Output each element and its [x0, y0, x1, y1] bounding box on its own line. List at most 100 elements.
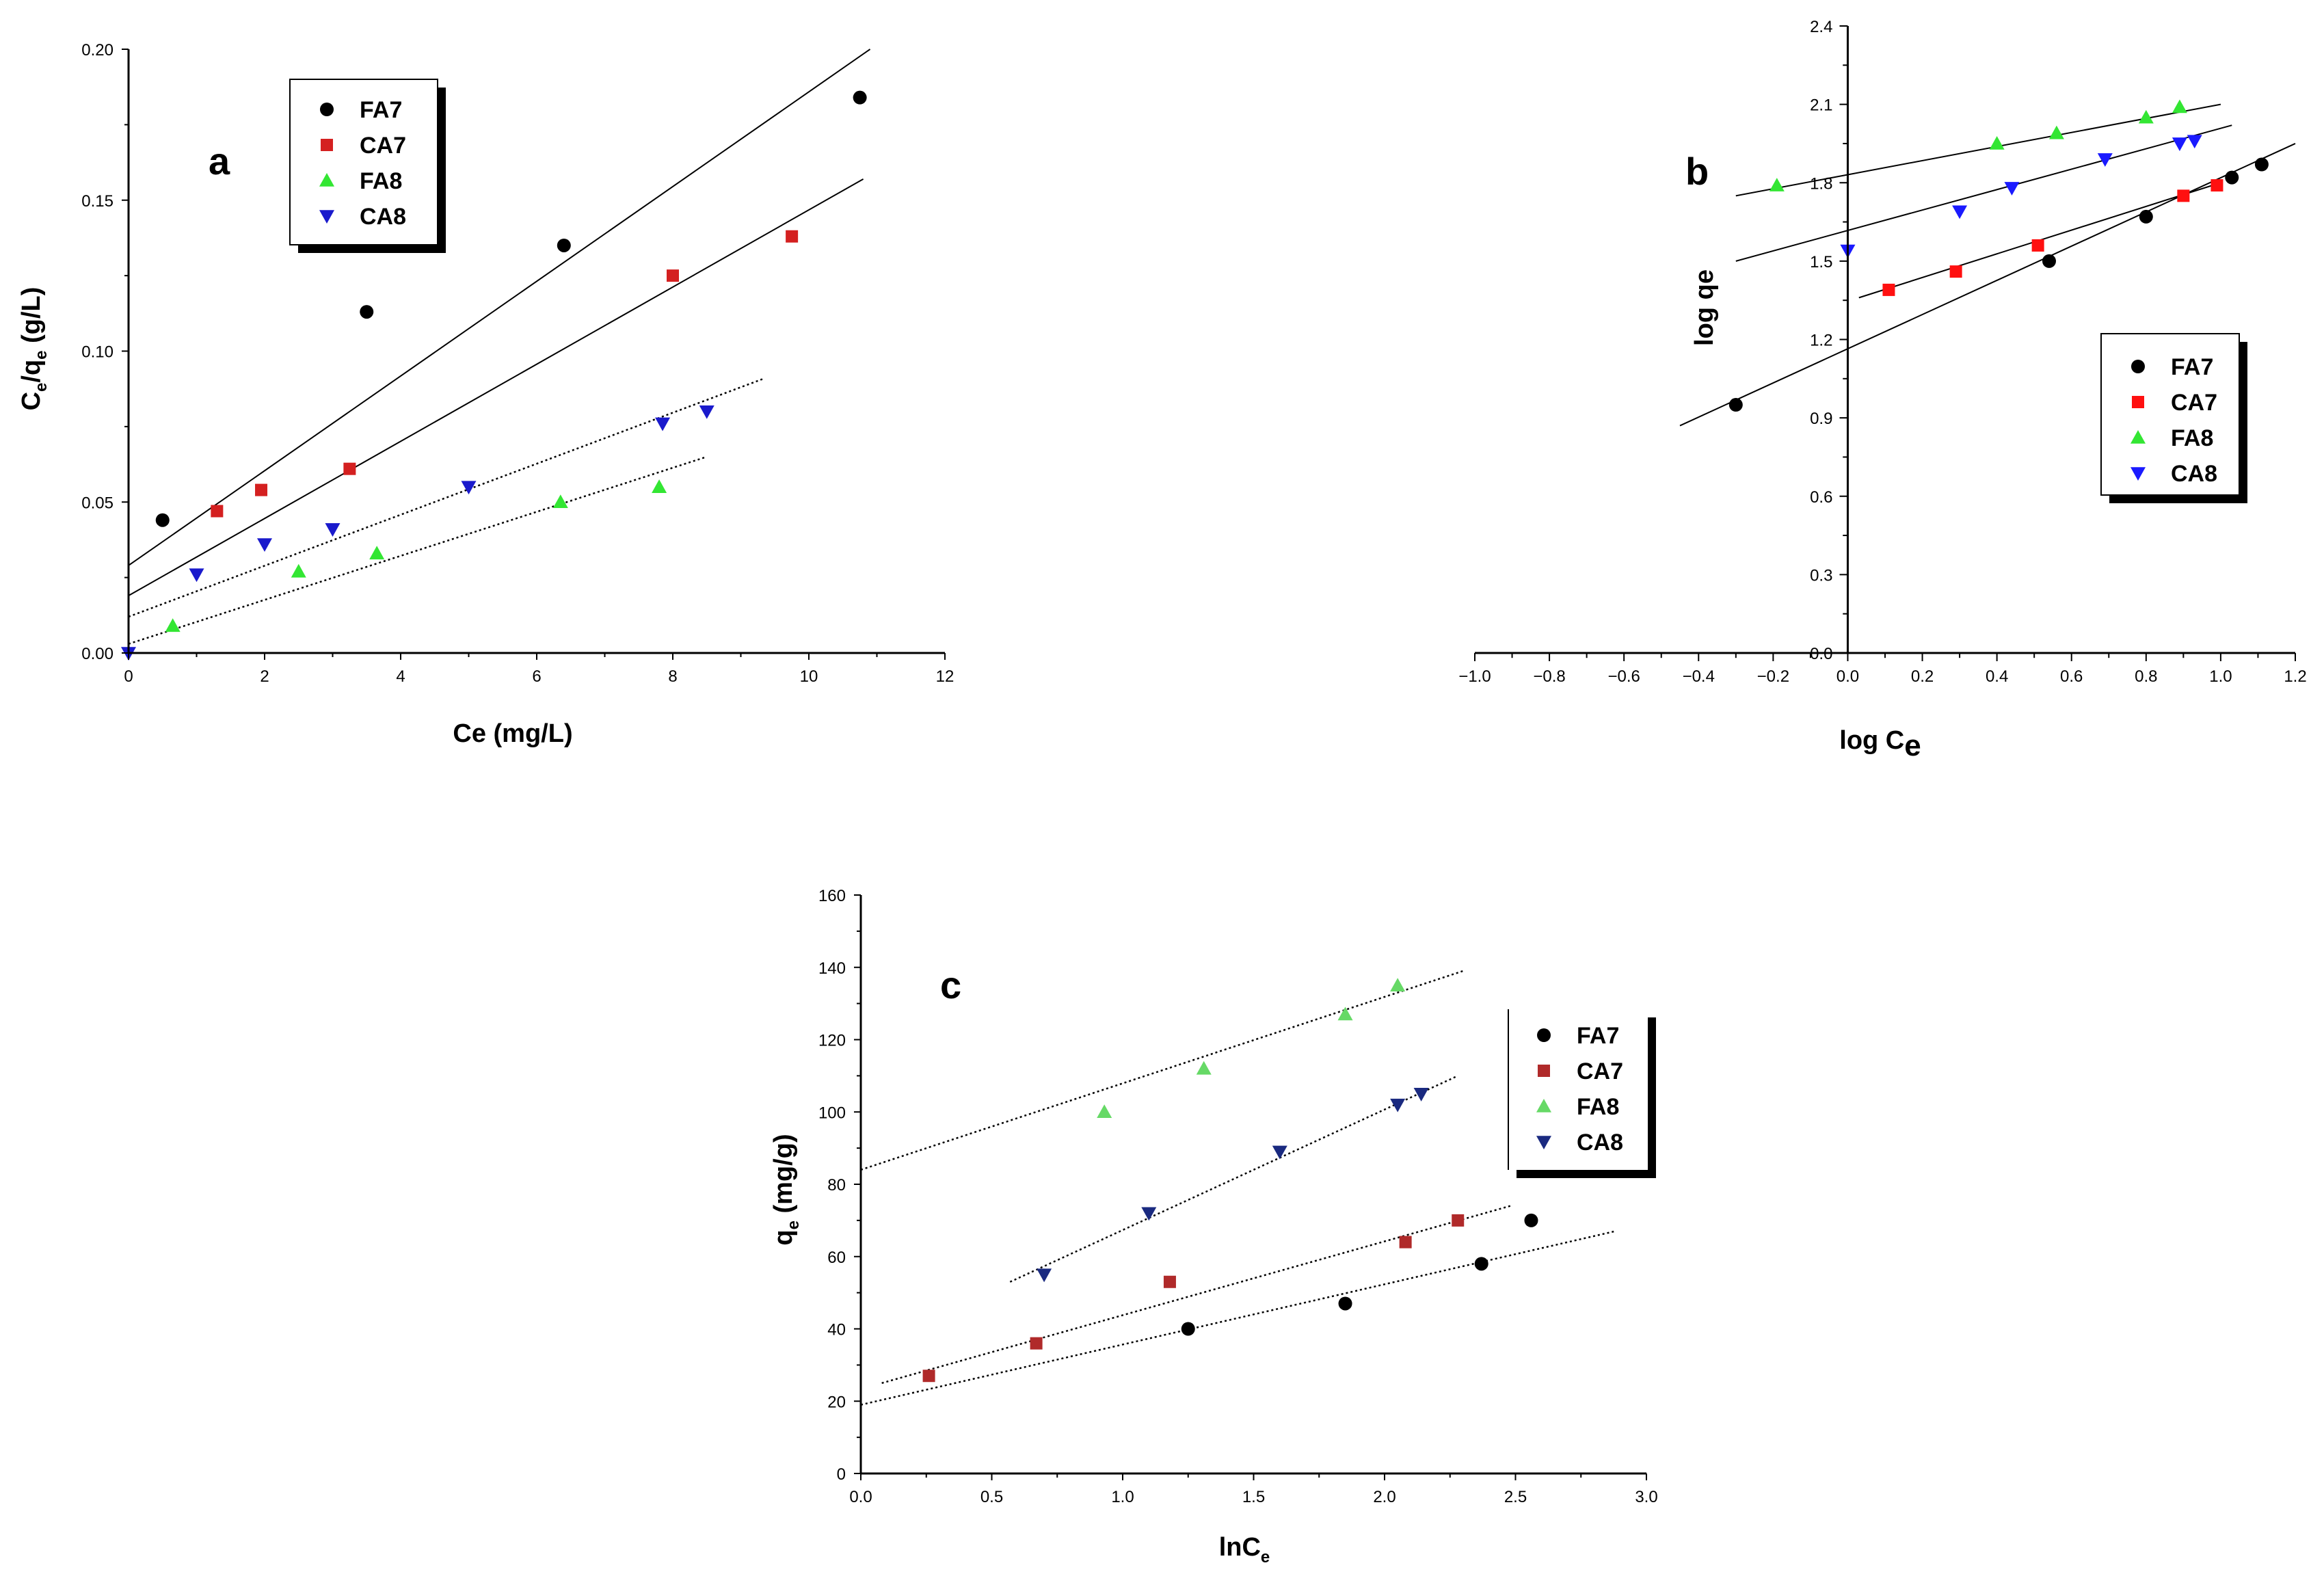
panel-c-y-tick-label: 60	[827, 1249, 846, 1267]
panel-c-x-axis-label: lnCe	[1219, 1533, 1270, 1566]
panel-c-y-tick-label: 140	[818, 959, 846, 978]
panel-b-point-ca8	[2172, 137, 2187, 151]
panel-b-point-ca7	[1882, 283, 1895, 296]
panel-b-letter: b	[1685, 150, 1709, 193]
panel-c-point-ca7	[1163, 1275, 1176, 1288]
panel-b-x-tick-label: 0.0	[1837, 667, 1859, 686]
panel-b-point-fa7	[2042, 254, 2056, 268]
panel-a-legend-label-ca7: CA7	[360, 133, 406, 159]
panel-c-point-ca7	[1399, 1236, 1412, 1249]
panel-b-point-ca7	[2031, 239, 2044, 252]
panel-a-x-tick-label: 8	[668, 667, 677, 686]
panel-c-legend-marker-ca7	[1538, 1065, 1550, 1077]
panel-a-legend: FA7 CA7 FA8 CA8	[289, 79, 446, 253]
panel-c-y-tick-label: 120	[818, 1032, 846, 1050]
panel-a-legend-label-fa8: FA8	[360, 168, 402, 194]
panel-b-point-ca7	[1949, 265, 1962, 278]
panel-b-point-ca8	[2004, 182, 2020, 196]
panel-c-legend-label-fa7: FA7	[1577, 1023, 1619, 1049]
panel-b-x-tick-label: 0.8	[2135, 667, 2157, 686]
panel-b-chart: −1.0 −0.8 −0.6 −0.4 −0.2 0.0 0.2 0.4 0.6 0.8 1.0 1.…	[1458, 18, 2306, 762]
panel-c-legend: FA7 CA7 FA8 CA8	[1508, 1009, 1656, 1178]
panel-a-legend-label-ca8: CA8	[360, 204, 406, 230]
panel-a-point-ca7	[667, 269, 679, 282]
panel-c-letter: c	[940, 963, 961, 1006]
panel-a-y-tick-label: 0.00	[81, 645, 113, 663]
panel-b-legend-label-ca8: CA8	[2171, 461, 2217, 487]
panel-a-point-fa8	[652, 479, 667, 493]
panel-c-point-ca8	[1037, 1268, 1052, 1283]
panel-b-point-fa8	[2138, 109, 2154, 124]
panel-c-fit-line-ca8	[1009, 1075, 1458, 1283]
panel-a-fit-line-fa7	[128, 49, 871, 566]
panel-b-point-fa7	[2225, 170, 2239, 185]
panel-b-y-tick-label: 0.9	[1810, 410, 1832, 428]
panel-b-x-tick-label: 1.2	[2284, 667, 2306, 686]
panel-b-x-tick-label: −0.2	[1757, 667, 1789, 686]
panel-b-x-axis-label: log Ce	[1839, 726, 1921, 762]
panel-a-fit-line-fa8	[128, 455, 708, 645]
panel-c-legend-marker-fa7	[1537, 1028, 1551, 1042]
panel-c-point-fa8	[1097, 1104, 1112, 1119]
panel-a-point-fa8	[552, 494, 568, 509]
panel-b-x-tick-label: 1.0	[2209, 667, 2232, 686]
panel-a-letter: a	[209, 139, 230, 183]
panel-c-point-fa7	[1524, 1213, 1538, 1227]
panel-a-legend-marker-fa7	[320, 103, 334, 116]
panel-a-x-axis-label: Ce (mg/L)	[453, 719, 572, 748]
panel-b-point-ca8	[1952, 205, 1968, 219]
panel-c-fit-line-fa8	[860, 970, 1464, 1171]
panel-c-y-tick-label: 40	[827, 1321, 846, 1339]
panel-a-x-tick-label: 2	[260, 667, 269, 686]
panel-b-y-tick-label: 2.1	[1810, 96, 1832, 115]
panel-b-y-tick-label: 2.4	[1810, 18, 1832, 36]
panel-c-y-tick-label: 0	[837, 1465, 846, 1484]
panel-b-fit-line-ca8	[1735, 124, 2232, 262]
panel-b-y-tick-label: 1.5	[1810, 253, 1832, 271]
panel-c-x-tick-label: 1.0	[1111, 1488, 1134, 1506]
panel-b-legend-marker-fa8	[2131, 430, 2146, 444]
panel-a-point-ca7	[211, 505, 224, 518]
panel-c-legend-marker-ca8	[1536, 1136, 1551, 1149]
panel-c-y-tick-label: 160	[818, 887, 846, 905]
panel-b-legend-label-fa8: FA8	[2171, 425, 2213, 451]
panel-b-x-tick-label: 0.6	[2060, 667, 2083, 686]
panel-c-point-fa7	[1181, 1322, 1195, 1336]
panel-a-point-fa8	[165, 618, 181, 632]
panel-b-x-tick-label: −0.6	[1607, 667, 1640, 686]
panel-b-x-tick-label: 0.4	[1986, 667, 2008, 686]
panel-c-point-ca7	[1030, 1337, 1043, 1350]
panel-b-x-tick-label: 0.2	[1911, 667, 1934, 686]
panel-b-y-tick-label: 1.8	[1810, 174, 1832, 193]
panel-b-y-tick-label: 0.3	[1810, 566, 1832, 585]
panel-c-legend-box	[1508, 1009, 1648, 1170]
panel-a-point-fa8	[369, 546, 385, 560]
panel-a-x-tick-label: 10	[800, 667, 818, 686]
panel-c-point-ca8	[1390, 1098, 1406, 1112]
panel-b-point-ca7	[2211, 179, 2223, 192]
panel-a-chart: 0 2 4 6 8 10 12 0.00 0.05 0.10 0.15 0.20 a Ce (mg/L…	[17, 41, 954, 748]
panel-a-fit-line-ca8	[128, 377, 765, 618]
panel-a-legend-label-fa7: FA7	[360, 97, 402, 123]
panel-a-point-ca8	[325, 523, 340, 537]
panel-b-point-ca7	[2177, 189, 2190, 202]
panel-c-point-ca7	[1452, 1214, 1465, 1227]
panel-b-point-fa7	[1728, 398, 1743, 412]
panel-c-legend-marker-fa8	[1536, 1099, 1551, 1112]
panel-c-legend-label-fa8: FA8	[1577, 1094, 1619, 1120]
panel-c-y-tick-label: 20	[827, 1393, 846, 1411]
panel-b-fit-line-fa8	[1735, 103, 2221, 197]
panel-a-y-tick-label: 0.20	[81, 41, 113, 59]
panel-a-point-fa7	[360, 305, 374, 319]
panel-c-x-tick-label: 0.5	[980, 1488, 1003, 1506]
panel-c-legend-label-ca7: CA7	[1577, 1058, 1623, 1084]
panel-a-y-tick-label: 0.10	[81, 343, 113, 362]
panel-b-x-tick-label: −1.0	[1458, 667, 1491, 686]
panel-c-point-ca8	[1413, 1088, 1429, 1102]
panel-a-legend-marker-fa8	[319, 173, 334, 187]
panel-b-y-tick-label: 1.2	[1810, 332, 1832, 350]
panel-b-legend-box	[2100, 333, 2240, 496]
panel-a-point-ca8	[699, 405, 714, 419]
panel-c-x-tick-label: 2.5	[1504, 1488, 1527, 1506]
